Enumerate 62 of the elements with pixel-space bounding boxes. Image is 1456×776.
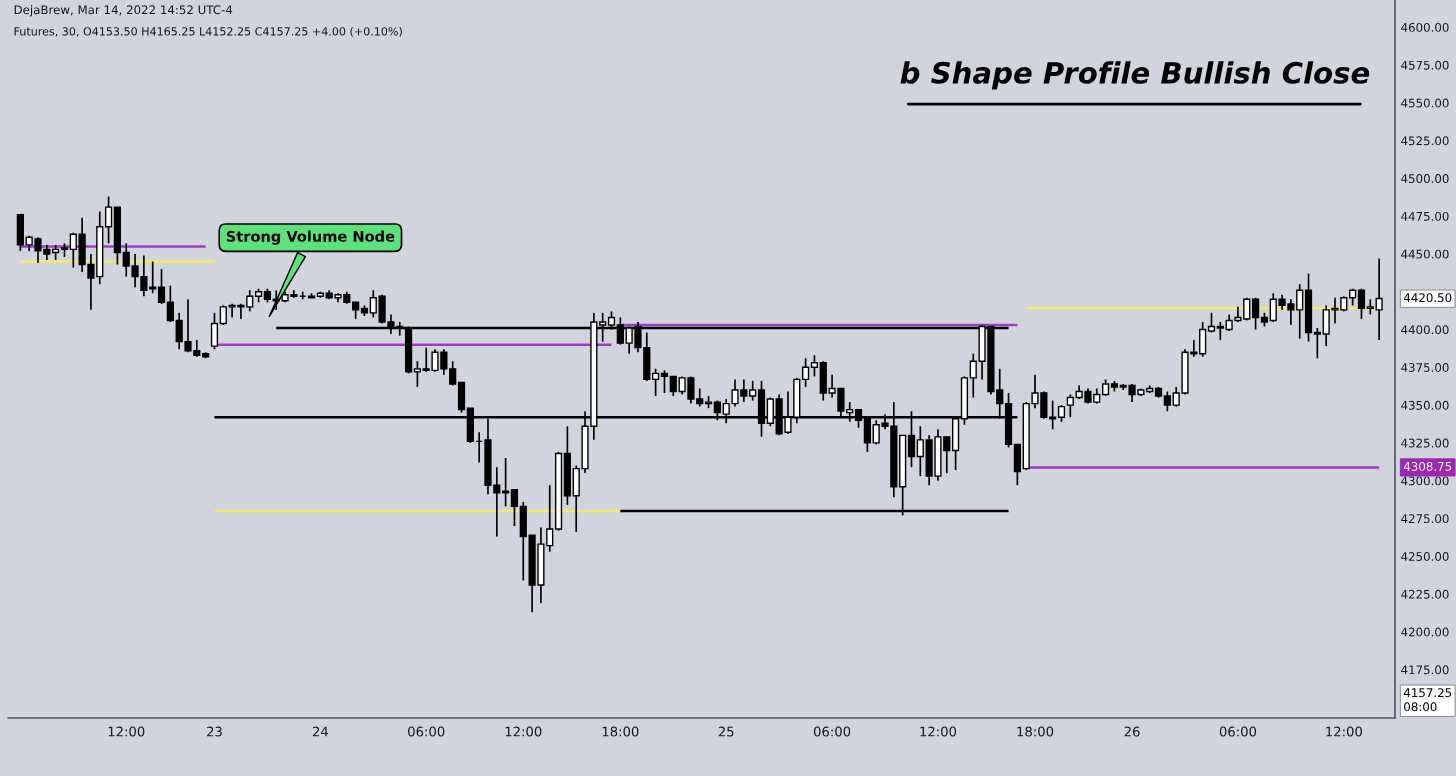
y-tick-label: 4250.00 [1401, 551, 1449, 561]
y-tick-label: 4450.00 [1401, 249, 1449, 259]
candlestick [660, 369, 669, 394]
candlestick [449, 360, 457, 387]
x-tick-label: 24 [312, 726, 328, 737]
y-tick-label: 4500.00 [1401, 174, 1449, 184]
x-tick-label: 23 [207, 726, 222, 737]
candlestick [157, 268, 166, 305]
y-tick-label: 4575.00 [1401, 60, 1449, 70]
x-tick-label: 12:00 [108, 726, 145, 737]
y-tick-label: 4200.00 [1401, 627, 1449, 637]
y-tick-label: 4300.00 [1401, 476, 1449, 486]
candlestick [413, 360, 422, 388]
text: Futures, 30, O4153.50 H4165.25 L4152.25 C4157.25 +4.00 (+0.10%) [14, 26, 402, 37]
candlestick [1066, 393, 1074, 419]
candlestick [1216, 321, 1224, 341]
candlestick [810, 354, 819, 378]
candlestick [69, 231, 77, 269]
x-tick-label: 12:00 [505, 726, 542, 737]
y-tick-label: 4225.00 [1401, 589, 1449, 599]
text: b Shape Profile Bullish Close [900, 61, 1370, 90]
candlestick [1357, 287, 1366, 320]
text: 4420.50 [1403, 293, 1452, 303]
y-tick-label: 4175.00 [1401, 665, 1449, 675]
x-tick-label: 12:00 [920, 726, 957, 737]
candlestick [510, 488, 519, 527]
candlestick [210, 312, 219, 351]
y-tick-label: 4325.00 [1401, 438, 1449, 448]
y-tick-label: 4350.00 [1401, 400, 1449, 410]
candlestick [1313, 327, 1321, 360]
y-tick-label: 4400.00 [1401, 325, 1449, 335]
candlestick [1296, 283, 1304, 340]
y-tick-label: 4550.00 [1401, 98, 1449, 108]
x-tick-label: 12:00 [1326, 726, 1362, 737]
y-tick-label: 4375.00 [1401, 363, 1449, 372]
candlestick [1207, 312, 1216, 334]
candlestick [166, 284, 174, 323]
candlestick [1375, 257, 1383, 341]
candlestick [652, 367, 660, 397]
candlestick [802, 357, 810, 388]
x-tick-label: 06:00 [813, 726, 851, 737]
x-tick-label: 18:00 [1017, 726, 1054, 737]
text: 4308.75 [1403, 461, 1452, 471]
candlestick [1366, 298, 1374, 316]
candlestick [916, 425, 924, 477]
annotation: DejaBrew, Mar 14, 2022 14:52 UTC-4 [14, 5, 233, 17]
candlestick [1163, 390, 1171, 412]
y-tick-label: 4275.00 [1401, 514, 1449, 524]
x-tick-label: 18:00 [602, 726, 639, 737]
annotation: Strong Volume Node [226, 230, 395, 245]
x-tick-label: 06:00 [1219, 726, 1257, 737]
y-tick-label: 4525.00 [1401, 136, 1449, 146]
candlestick [1251, 296, 1260, 331]
y-tick-label: 4600.00 [1401, 22, 1449, 32]
x-tick-label: 25 [718, 726, 734, 737]
candlestick [104, 195, 113, 245]
candlestick [749, 380, 757, 402]
candlestick [219, 304, 227, 326]
x-tick-label: 06:00 [408, 726, 445, 737]
y-tick-label: 4475.00 [1401, 211, 1449, 221]
text: 4157.25 08:00 [1403, 688, 1452, 712]
x-tick-label: 26 [1124, 726, 1140, 737]
